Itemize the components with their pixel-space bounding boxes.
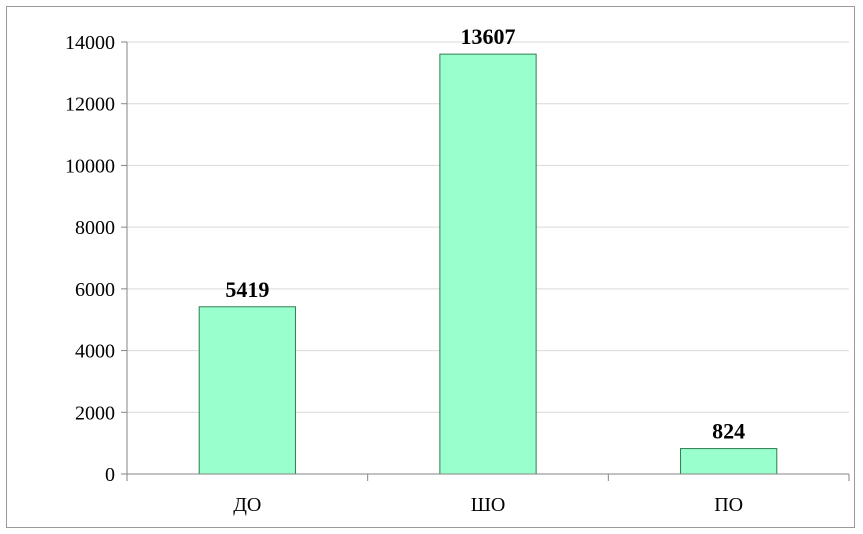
y-tick-label: 8000 (75, 217, 115, 239)
x-tick-labels: ДО ШО ПО (233, 494, 743, 516)
x-tick-label: ШО (471, 494, 506, 516)
y-tick-label: 0 (105, 464, 115, 486)
data-labels: 5419 13607 824 (225, 24, 745, 443)
y-tick-label: 6000 (75, 279, 115, 301)
y-tick-label: 4000 (75, 341, 115, 363)
data-label: 13607 (461, 24, 516, 49)
x-tick-label: ПО (714, 494, 743, 516)
y-tick-label: 2000 (75, 402, 115, 424)
x-tick-label: ДО (233, 494, 261, 516)
bar (198, 306, 296, 475)
bar (439, 53, 537, 475)
bar (680, 448, 778, 475)
data-label: 824 (712, 419, 745, 444)
y-tick-label: 12000 (65, 94, 115, 116)
y-tick-label: 14000 (65, 32, 115, 54)
chart-frame (6, 6, 855, 528)
bars (198, 53, 778, 475)
axes (126, 42, 849, 475)
y-tick-labels: 0 2000 4000 6000 8000 10000 12000 14000 (65, 32, 115, 486)
y-tick-label: 10000 (65, 155, 115, 177)
data-label: 5419 (225, 277, 269, 302)
